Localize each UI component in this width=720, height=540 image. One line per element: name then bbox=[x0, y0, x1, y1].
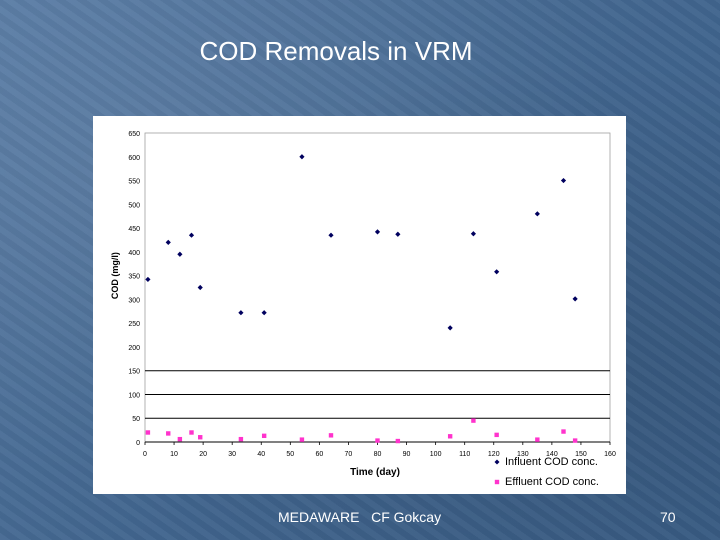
y-tick-label-4: 200 bbox=[128, 345, 140, 352]
influent-point-4 bbox=[197, 284, 203, 291]
effluent-point-9 bbox=[375, 438, 380, 443]
x-tick-label-8: 80 bbox=[374, 451, 382, 458]
footer-text: MEDAWARE CF Gokcay bbox=[278, 509, 442, 525]
influent-point-2 bbox=[177, 251, 183, 257]
x-tick-label-1: 10 bbox=[170, 451, 178, 458]
x-tick-label-9: 90 bbox=[403, 451, 411, 458]
x-tick-label-0: 0 bbox=[143, 451, 147, 458]
influent-point-16 bbox=[572, 296, 578, 302]
influent-point-9 bbox=[374, 229, 381, 235]
influent-point-5 bbox=[238, 310, 244, 316]
chart-area: 0 50 100 150 200 250 300 350 400 450 500 550 600 650 0… bbox=[93, 116, 626, 494]
effluent-point-8 bbox=[328, 433, 334, 438]
legend-influent-label: Influent COD conc. bbox=[505, 456, 598, 468]
x-tick-label-11: 110 bbox=[459, 451, 470, 458]
influent-point-14 bbox=[534, 211, 540, 217]
y-axis-label: COD (mg/l) bbox=[110, 252, 120, 299]
effluent-point-12 bbox=[471, 418, 476, 423]
effluent-point-16 bbox=[572, 438, 578, 443]
y-tick-label-11: 550 bbox=[128, 179, 140, 186]
x-tick-label-3: 30 bbox=[228, 451, 236, 458]
x-tick-label-4: 40 bbox=[257, 451, 265, 458]
x-tick-label-6: 60 bbox=[315, 451, 323, 458]
y-tick-label-13: 650 bbox=[128, 131, 140, 138]
y-tick-label-5: 250 bbox=[128, 321, 140, 328]
x-tick-label-14: 140 bbox=[546, 451, 558, 458]
effluent-point-3 bbox=[189, 430, 194, 435]
y-tick-label-0: 0 bbox=[136, 440, 140, 447]
effluent-point-0 bbox=[145, 430, 151, 435]
legend-effluent-label: Effluent COD conc. bbox=[505, 476, 599, 488]
y-tick-label-8: 400 bbox=[128, 250, 140, 257]
effluent-point-10 bbox=[395, 438, 401, 444]
y-tick-label-7: 350 bbox=[128, 274, 140, 281]
slide-title: COD Removals in VRM bbox=[199, 36, 473, 66]
x-axis-label: Time (day) bbox=[350, 467, 400, 478]
legend-effluent-marker bbox=[494, 479, 500, 485]
influent-point-12 bbox=[470, 231, 477, 237]
influent-point-3 bbox=[188, 232, 195, 238]
x-tick-label-10: 100 bbox=[430, 451, 442, 458]
effluent-point-7 bbox=[299, 437, 305, 442]
effluent-point-1 bbox=[166, 431, 171, 436]
legend-influent-marker bbox=[494, 459, 500, 465]
effluent-point-6 bbox=[261, 433, 267, 439]
effluent-point-13 bbox=[494, 432, 499, 438]
y-tick-label-9: 450 bbox=[128, 226, 140, 233]
influent-point-15 bbox=[560, 177, 567, 184]
effluent-point-11 bbox=[447, 434, 453, 439]
effluent-point-2 bbox=[177, 436, 183, 442]
x-tick-label-5: 50 bbox=[286, 451, 294, 458]
influent-point-6 bbox=[261, 310, 267, 316]
y-tick-label-10: 500 bbox=[128, 202, 140, 209]
x-tick-label-2: 20 bbox=[199, 451, 207, 458]
influent-point-1 bbox=[165, 239, 171, 245]
effluent-point-14 bbox=[535, 437, 540, 442]
y-tick-label-3: 150 bbox=[128, 369, 140, 376]
influent-point-13 bbox=[494, 269, 500, 275]
effluent-point-4 bbox=[198, 435, 203, 440]
effluent-point-5 bbox=[238, 436, 244, 442]
effluent-point-15 bbox=[561, 429, 566, 434]
x-tick-label-15: 150 bbox=[575, 451, 587, 458]
y-tick-label-2: 100 bbox=[128, 392, 140, 399]
plot-area bbox=[144, 132, 611, 443]
y-tick-label-6: 300 bbox=[128, 297, 140, 304]
influent-point-0 bbox=[145, 276, 151, 283]
influent-point-7 bbox=[299, 154, 305, 160]
page-number: 70 bbox=[660, 509, 676, 525]
influent-point-10 bbox=[395, 231, 401, 237]
x-tick-label-7: 70 bbox=[345, 451, 353, 458]
x-tick-label-12: 120 bbox=[488, 451, 500, 458]
y-tick-label-1: 50 bbox=[132, 416, 140, 423]
x-tick-label-16: 160 bbox=[604, 451, 616, 458]
y-tick-label-12: 600 bbox=[128, 155, 140, 162]
influent-point-8 bbox=[328, 232, 334, 238]
x-tick-label-13: 130 bbox=[517, 451, 529, 458]
cod-scatter-chart: 0 50 100 150 200 250 300 350 400 450 500 550 600 650 0… bbox=[110, 131, 616, 488]
